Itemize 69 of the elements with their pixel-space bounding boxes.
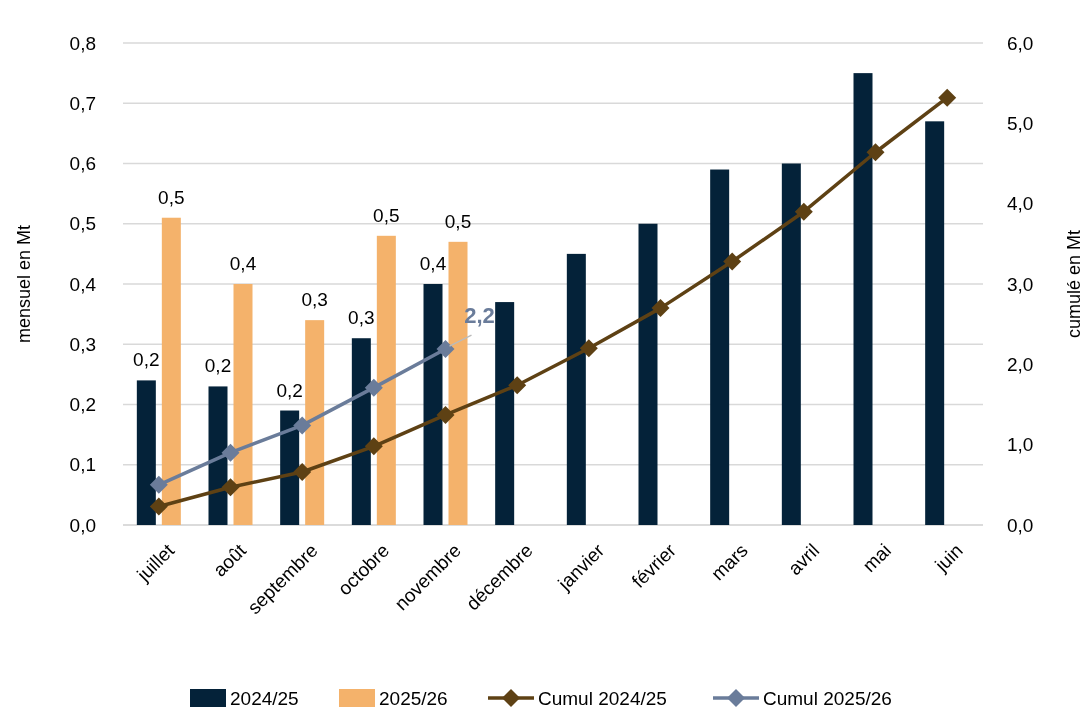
x-tick-label: août — [209, 539, 251, 581]
bar — [566, 253, 586, 525]
point — [221, 443, 240, 462]
point — [293, 416, 312, 435]
point — [651, 299, 670, 318]
point — [364, 378, 383, 397]
y2-tick-label: 1,0 — [1007, 434, 1034, 456]
y2-tick-label: 3,0 — [1007, 273, 1034, 295]
bar — [280, 410, 300, 525]
legend-label: Cumul 2025/26 — [763, 687, 892, 709]
data-label: 0,5 — [158, 186, 185, 208]
point — [221, 478, 240, 497]
point — [149, 497, 168, 516]
y-tick-label: 0,0 — [69, 514, 96, 536]
bar — [495, 302, 515, 525]
data-label: 0,3 — [348, 307, 375, 329]
data-label: 0,2 — [204, 355, 232, 377]
y2-tick-label: 6,0 — [1007, 32, 1034, 54]
point — [149, 475, 168, 494]
x-tick-label: avril — [783, 539, 824, 580]
x-tick-label: juin — [930, 539, 967, 577]
bar — [208, 386, 228, 525]
x-tick-label: mai — [858, 539, 896, 577]
data-label: 0,4 — [229, 253, 257, 274]
bar — [781, 163, 801, 525]
data-label: 0,2 — [276, 379, 303, 401]
point — [723, 252, 742, 271]
point — [866, 143, 885, 162]
y-tick-label: 0,4 — [69, 273, 97, 295]
bar — [161, 217, 181, 525]
y-tick-label: 0,1 — [69, 454, 96, 476]
bar — [710, 169, 730, 525]
y-tick-label: 0,6 — [69, 153, 96, 175]
data-label: 0,5 — [444, 210, 472, 232]
legend-label: 2025/26 — [379, 687, 448, 709]
bar — [925, 121, 945, 525]
point — [794, 202, 813, 221]
bar — [233, 284, 253, 525]
bar — [351, 338, 371, 525]
point — [364, 437, 383, 456]
bar — [136, 380, 156, 525]
point — [436, 405, 455, 424]
bar — [638, 223, 658, 525]
y2-tick-label: 0,0 — [1007, 514, 1034, 536]
data-label: 0,5 — [373, 204, 400, 226]
point — [293, 462, 312, 481]
y2-tick-label: 4,0 — [1007, 193, 1034, 215]
y-tick-label: 0,8 — [69, 32, 96, 54]
y-tick-label: 0,2 — [69, 394, 96, 416]
y-tick-label: 0,3 — [69, 333, 96, 355]
data-label: 0,4 — [419, 253, 447, 274]
y-tick-label: 0,5 — [69, 213, 96, 235]
y-tick-label: 0,7 — [69, 92, 96, 114]
bar — [853, 73, 873, 525]
y2-axis-title: cumulé en Mt — [1064, 229, 1084, 339]
bar — [423, 284, 443, 525]
legend-label: Cumul 2024/25 — [538, 687, 667, 709]
y2-tick-label: 2,0 — [1007, 353, 1034, 375]
point — [938, 88, 957, 107]
y-axis-title: mensuel en Mt — [14, 224, 34, 344]
y2-tick-label: 5,0 — [1007, 112, 1034, 134]
legend-label: 2024/25 — [230, 687, 299, 709]
data-label: 0,2 — [133, 349, 160, 371]
data-label: 0,3 — [301, 289, 328, 311]
bar — [376, 235, 396, 525]
point — [579, 339, 598, 358]
bar — [305, 320, 325, 525]
point — [436, 340, 455, 359]
point — [508, 376, 527, 395]
